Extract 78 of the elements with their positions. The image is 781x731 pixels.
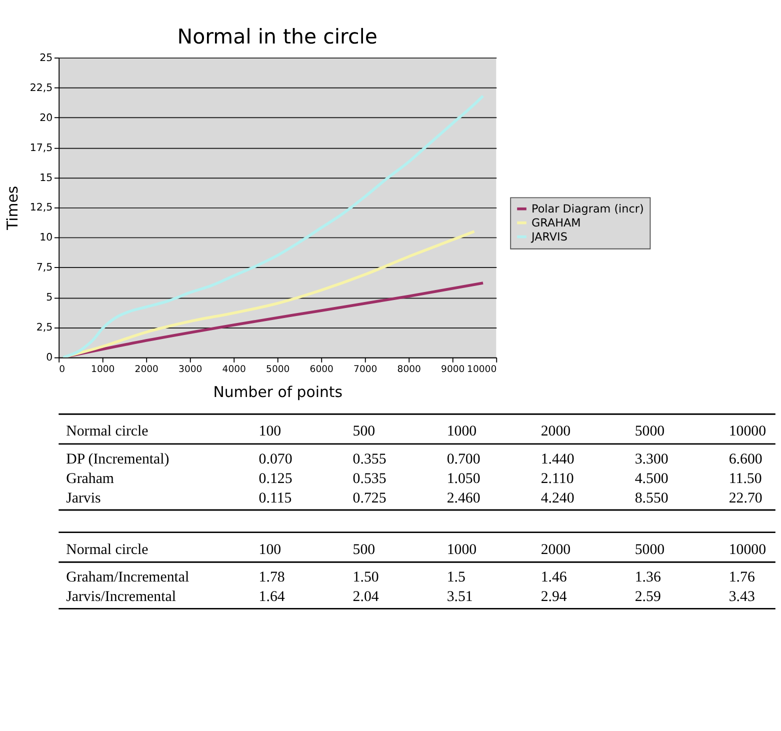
data-label: 6.600 (728, 451, 762, 468)
category-label: 100 (258, 424, 282, 440)
data-label: 0.355 (352, 451, 386, 468)
y-tick-label: 2,5 (36, 322, 53, 334)
x-tick-label: 6000 (310, 364, 334, 375)
y-tick-label: 0 (46, 352, 53, 364)
data-label: 11.50 (728, 471, 762, 488)
data-label: 2.59 (634, 589, 661, 606)
legend-label: GRAHAM (532, 216, 581, 230)
data-label: 2.94 (540, 589, 568, 606)
data-label: 1.50 (352, 570, 379, 586)
legend-label: Polar Diagram (incr) (532, 202, 644, 216)
category-label: 500 (352, 542, 376, 558)
data-label: 0.115 (258, 490, 292, 507)
line-series (62, 94, 484, 358)
data-label: 22.70 (728, 490, 762, 507)
x-tick-label: 5000 (266, 364, 290, 375)
y-tick-label: 12,5 (30, 202, 53, 214)
y-tick-label: 10 (40, 232, 53, 244)
data-label: 2.460 (446, 490, 480, 507)
x-tick-label: 10000 (467, 364, 497, 375)
category-label: 500 (352, 424, 376, 440)
x-tick-label: 7000 (354, 364, 378, 375)
text: DP (Incremental) (66, 451, 170, 468)
data-label: 3.43 (728, 589, 755, 606)
data-label: 4.500 (634, 471, 668, 488)
category-label: 2000 (540, 542, 571, 558)
category-label: 100 (258, 542, 282, 558)
data-label: 2.04 (352, 589, 380, 606)
data-label: 1.64 (258, 589, 286, 606)
data-label: 1.050 (446, 471, 480, 488)
y-tick-label: 5 (46, 292, 53, 304)
data-label: 3.300 (634, 451, 668, 468)
data-label: 1.36 (634, 570, 661, 586)
chart-title: Normal in the circle (177, 24, 378, 49)
text: Jarvis/Incremental (66, 589, 176, 606)
text: Jarvis (66, 490, 102, 507)
category-label: 1000 (446, 542, 477, 558)
data-label: 1.5 (446, 570, 466, 586)
category-label: 10000 (728, 424, 766, 440)
data-label: 1.440 (540, 451, 574, 468)
text: Normal circle (66, 424, 149, 440)
x-axis-title: Number of points (213, 382, 343, 401)
data-label: 1.76 (728, 570, 755, 586)
data-label: 0.725 (352, 490, 386, 507)
y-tick-label: 15 (40, 172, 53, 184)
y-tick-label: 17,5 (30, 142, 53, 154)
data-label: 1.78 (258, 570, 285, 586)
y-tick-label: 25 (40, 52, 53, 64)
y-tick-label: 7,5 (36, 262, 53, 274)
x-tick-label: 0 (59, 364, 66, 375)
text: Normal circle (66, 542, 149, 558)
x-tick-label: 4000 (222, 364, 246, 375)
x-tick-label: 1000 (91, 364, 115, 375)
data-label: 4.240 (540, 490, 574, 507)
category-label: 5000 (634, 424, 665, 440)
category-label: 10000 (728, 542, 766, 558)
data-label: 0.535 (352, 471, 386, 488)
category-label: 1000 (446, 424, 477, 440)
y-axis-title: Times (4, 186, 22, 232)
x-tick-label: 2000 (134, 364, 159, 375)
x-tick-label: 9000 (441, 364, 465, 375)
data-label: 8.550 (634, 490, 668, 507)
data-label: 1.46 (540, 570, 567, 586)
y-tick-label: 20 (40, 112, 53, 124)
x-tick-label: 3000 (178, 364, 202, 375)
data-label: 0.125 (258, 471, 292, 488)
data-label: 0.700 (446, 451, 480, 468)
category-label: 5000 (634, 542, 665, 558)
data-label: 3.51 (446, 589, 473, 606)
data-label: 2.110 (540, 471, 574, 488)
x-tick-label: 8000 (397, 364, 422, 375)
text: Graham/Incremental (66, 570, 190, 586)
y-tick-label: 22,5 (30, 82, 53, 94)
data-label: 0.070 (258, 451, 292, 468)
category-label: 2000 (540, 424, 571, 440)
legend-label: JARVIS (530, 230, 568, 244)
text: Graham (66, 471, 114, 488)
